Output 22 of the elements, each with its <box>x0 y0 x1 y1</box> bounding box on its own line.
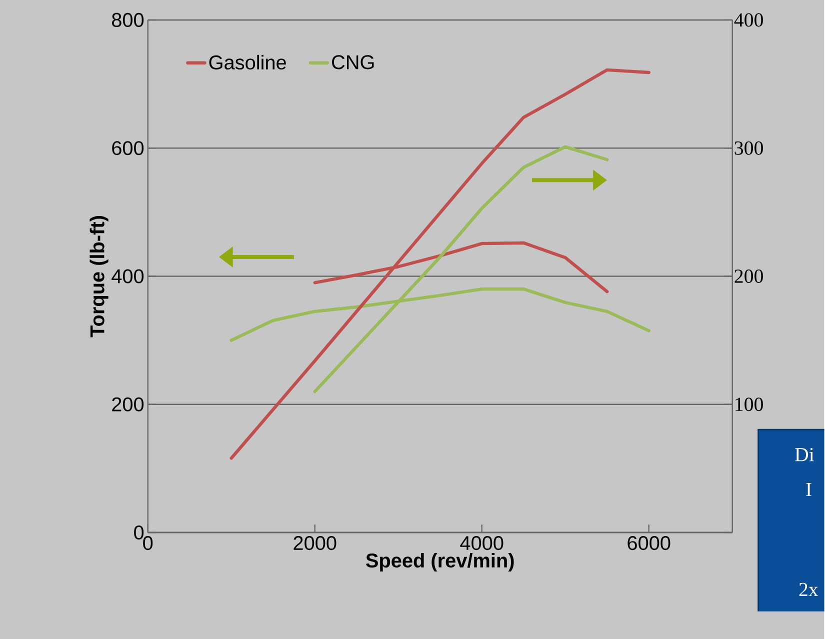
x-tick-label: 4000 <box>460 536 504 550</box>
x-tick-label: 2000 <box>294 536 336 550</box>
x-axis-title: Speed (rev/min) <box>366 552 514 572</box>
legend-label: CNG <box>332 54 374 70</box>
y-tick-label: 800 <box>112 12 144 27</box>
x-tick-label: 0 <box>143 536 153 550</box>
y-tick-label: 200 <box>112 397 144 412</box>
text: I <box>806 482 812 496</box>
line-series <box>313 241 609 294</box>
y-axis-title: Torque (lb-ft) <box>90 216 108 337</box>
y2-tick-label: 400 <box>734 13 763 26</box>
y-tick-label: 0 <box>134 525 144 540</box>
text: Di <box>795 448 814 461</box>
y2-tick-label: 200 <box>734 269 763 283</box>
legend-label: Gasoline <box>209 54 286 70</box>
line-series <box>230 68 650 460</box>
y-tick-label: 600 <box>112 140 144 155</box>
text: 2x <box>799 582 818 596</box>
y-tick-label: 400 <box>112 268 144 284</box>
y2-tick-label: 100 <box>736 397 763 411</box>
y2-tick-label: 300 <box>734 141 763 155</box>
x-tick-label: 6000 <box>628 536 670 550</box>
